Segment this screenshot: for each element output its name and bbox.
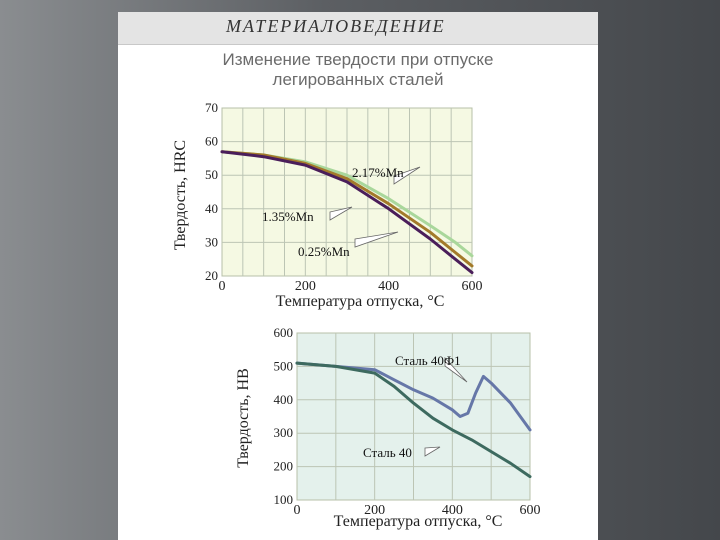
x-tick-label: 600 <box>462 279 483 294</box>
y-tick-label: 100 <box>274 492 294 507</box>
x-tick-label: 200 <box>364 503 385 518</box>
x-tick-label: 0 <box>219 279 226 294</box>
leader-arrow <box>393 166 421 185</box>
leader-arrow <box>354 231 399 248</box>
y-tick-label: 200 <box>274 459 294 474</box>
y-axis-label: Твердость, HB <box>235 368 252 467</box>
y-tick-label: 50 <box>205 167 218 182</box>
x-axis-label: Температура отпуска, °C <box>276 293 445 310</box>
series-annotation: Сталь 40Ф1 <box>395 353 461 368</box>
leader-arrow <box>329 206 353 221</box>
series-line-1 <box>295 361 532 479</box>
x-tick-label: 400 <box>442 503 463 518</box>
slide-title: Изменение твердости при отпуске легирова… <box>118 50 598 90</box>
chart-hrc: 0 200 400 600 20 30 40 50 60 70 Температура отпуск… <box>172 100 483 310</box>
series-annotation: 1.35%Mn <box>262 209 314 224</box>
series-annotation: Сталь 40 <box>363 445 412 460</box>
series-annotation: 2.17%Mn <box>352 165 404 180</box>
slide-title-line-2: легированных сталей <box>272 70 444 89</box>
x-axis-label: Температура отпуска, °C <box>334 513 503 530</box>
leader-arrow <box>444 356 468 383</box>
y-tick-label: 40 <box>205 201 218 216</box>
y-tick-label: 30 <box>205 234 218 249</box>
y-tick-label: 70 <box>205 100 218 115</box>
series-line-0 <box>295 361 532 432</box>
y-tick-label: 400 <box>274 392 294 407</box>
subject-title: МАТЕРИАЛОВЕДЕНИЕ <box>226 16 446 36</box>
chart-hb: 0 200 400 600 100 200 300 400 500 600 Температура … <box>235 325 541 530</box>
series-line-2 <box>220 150 474 275</box>
leader-arrow <box>424 446 441 457</box>
header-band: МАТЕРИАЛОВЕДЕНИЕ <box>118 12 598 45</box>
x-tick-label: 0 <box>294 503 301 518</box>
y-tick-label: 20 <box>205 268 218 283</box>
x-tick-label: 200 <box>295 279 316 294</box>
y-axis-label: Твердость, HRC <box>172 140 189 250</box>
slide-title-line-1: Изменение твердости при отпуске <box>222 50 494 69</box>
x-tick-label: 400 <box>378 279 399 294</box>
y-tick-label: 500 <box>274 358 294 373</box>
y-tick-label: 600 <box>274 325 294 340</box>
x-tick-label: 600 <box>520 503 541 518</box>
y-tick-label: 300 <box>274 425 294 440</box>
series-annotation: 0.25%Mn <box>298 244 350 259</box>
series-line-1 <box>220 150 474 268</box>
y-tick-label: 60 <box>205 134 218 149</box>
